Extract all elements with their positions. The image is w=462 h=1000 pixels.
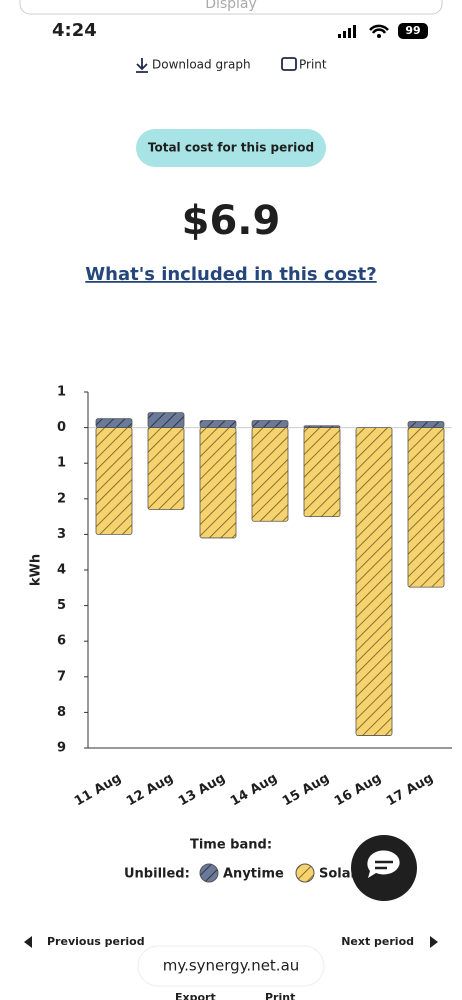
display: Display: [205, 0, 257, 12]
cost-link[interactable]: What's included in this cost?: [85, 264, 376, 285]
battery: 99: [405, 24, 420, 37]
bar: [251, 427, 289, 522]
bar: [199, 420, 237, 429]
legend-swatch: [199, 863, 219, 883]
y-tick-label: 4: [57, 563, 66, 578]
bar: [147, 412, 185, 429]
y-tick-label: 3: [57, 527, 66, 542]
y-tick-label: 6: [57, 634, 66, 649]
print-bottom[interactable]: Print: [265, 991, 295, 1000]
next-link[interactable]: Next period: [341, 935, 414, 948]
y-tick-label: 2: [57, 491, 66, 506]
bar: [95, 418, 133, 429]
y-tick-label: 8: [57, 705, 66, 720]
y-tick-label: 9: [57, 741, 66, 756]
y-axis-label: kWh: [29, 554, 44, 586]
chat-icon: [367, 850, 400, 878]
download-icon: [136, 58, 148, 73]
x-tick-label: 11 Aug: [72, 771, 124, 810]
next-arrow: [430, 936, 438, 948]
clock: 4:24: [52, 20, 97, 41]
legend-group: Unbilled:: [124, 867, 190, 882]
x-tick-label: 12 Aug: [124, 771, 176, 810]
print-icon: [281, 57, 297, 71]
plot: 1 0 1 2 3 4 5 6 7 8 9 11 Aug 12 Aug 13 Aug 14 Aug 15 Au…: [57, 385, 452, 810]
y-tick-label: 7: [57, 669, 66, 684]
url: my.synergy.net.au: [163, 957, 300, 975]
legend-swatch: [295, 863, 315, 883]
y-tick-label: 1: [57, 456, 66, 471]
x-tick-label: 14 Aug: [228, 771, 280, 810]
y-tick-label: 5: [57, 598, 66, 613]
x-tick-label: 17 Aug: [384, 771, 436, 810]
bar: [407, 427, 445, 588]
bar: [303, 427, 341, 518]
bar: [95, 427, 133, 535]
x-tick-label: 15 Aug: [280, 771, 332, 810]
legend-label: Anytime: [223, 867, 284, 882]
prev-arrow: [24, 936, 32, 948]
y-tick-label: 0: [57, 420, 66, 435]
cost-amount: $6.9: [182, 198, 281, 244]
bar: [147, 427, 185, 510]
bar: [199, 427, 237, 539]
y-tick-label: 1: [57, 385, 66, 400]
bar: [251, 420, 289, 429]
url-bar[interactable]: [137, 945, 325, 987]
print-link[interactable]: Print: [299, 58, 327, 72]
legend: Anytime Solar: [199, 863, 358, 883]
x-tick-label: 16 Aug: [332, 771, 384, 810]
prev-link[interactable]: Previous period: [47, 935, 145, 948]
bar: [407, 421, 445, 429]
display-box[interactable]: [19, 0, 443, 15]
legend-label: Solar: [319, 867, 358, 882]
legend-title: Time band:: [190, 838, 272, 853]
x-tick-label: 13 Aug: [176, 771, 228, 810]
cost-label: Total cost for this period: [148, 141, 314, 155]
export-link[interactable]: Export: [175, 991, 216, 1000]
bar: [355, 427, 393, 736]
cost-pill: [136, 129, 326, 167]
status-icons: [338, 23, 428, 39]
chat-lines: [375, 860, 393, 870]
download-link[interactable]: Download graph: [152, 58, 251, 72]
